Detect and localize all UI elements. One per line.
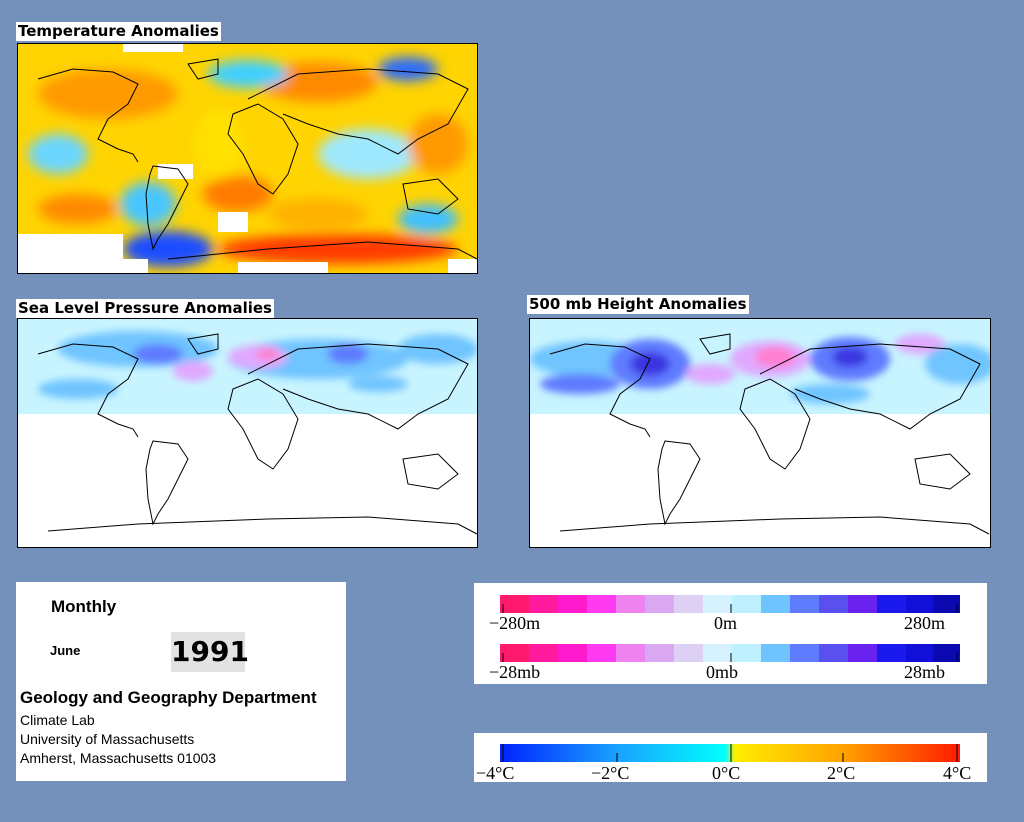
temp-label-4: 4°C: [943, 763, 972, 783]
temperature-color-bar: [500, 744, 960, 762]
university-label: University of Massachusetts: [20, 731, 195, 747]
height-color-bar: [500, 595, 960, 613]
temperature-anomaly-map: [17, 43, 478, 274]
slp-map-title: Sea Level Pressure Anomalies: [16, 299, 274, 318]
temp-label-0: 0°C: [712, 763, 741, 783]
pressure-max-label: 28mb: [904, 662, 946, 682]
500mb-height-map: [529, 318, 991, 548]
frequency-label: Monthly: [51, 597, 117, 616]
pressure-min-label: −28mb: [489, 662, 541, 682]
temperature-scale-panel: −4°C −2°C 0°C 2°C 4°C: [474, 733, 987, 782]
height-max-label: 280m: [904, 613, 946, 633]
pressure-mid-label: 0mb: [706, 662, 739, 682]
address-label: Amherst, Massachusetts 01003: [20, 750, 217, 766]
sea-level-pressure-map: [17, 318, 478, 548]
height-min-label: −280m: [489, 613, 541, 633]
temperature-map-title: Temperature Anomalies: [16, 22, 221, 41]
anomaly-scale-panel: −280m 0m 280m −28mb 0mb 28mb: [474, 583, 987, 684]
department-label: Geology and Geography Department: [20, 688, 317, 707]
height-map-title: 500 mb Height Anomalies: [527, 295, 749, 314]
temp-label-minus4: −4°C: [476, 763, 515, 783]
temp-label-2: 2°C: [827, 763, 856, 783]
month-label: June: [50, 643, 81, 658]
temp-label-minus2: −2°C: [591, 763, 630, 783]
height-mid-label: 0m: [714, 613, 738, 633]
lab-label: Climate Lab: [20, 712, 95, 728]
pressure-color-bar: [500, 644, 960, 662]
year-label: 1991: [171, 632, 249, 672]
info-panel: Monthly June 1991 Geology and Geography …: [16, 582, 346, 781]
